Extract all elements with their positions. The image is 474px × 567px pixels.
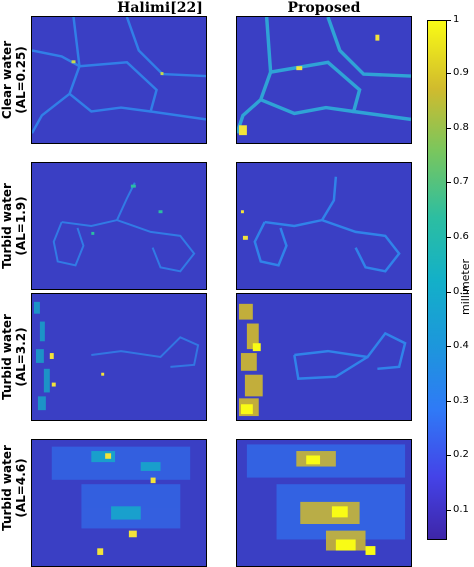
colorbar-tick: [447, 237, 451, 238]
colorbar-tick: [447, 73, 451, 74]
colorbar-tick-label: 0.6: [453, 231, 469, 242]
colorbar-tick-label: 0.1: [453, 504, 469, 515]
colorbar-tick: [447, 128, 451, 129]
colorbar-tick: [447, 20, 451, 21]
panel-halimi-clear: [31, 16, 207, 144]
row-label-clear-water: Clear water (AL=0.25): [0, 40, 28, 120]
colorbar-tick: [447, 346, 451, 347]
colorbar-tick: [447, 292, 451, 293]
colorbar: [427, 20, 447, 540]
row-label-turbid-2: Turbid water (AL=3.2): [0, 314, 28, 400]
column-title-proposed: Proposed: [287, 0, 361, 16]
colorbar-tick-label: 0.5: [453, 286, 469, 297]
panel-proposed-clear: [236, 16, 412, 144]
row-label-turbid-3: Turbid water (AL=4.6): [0, 445, 28, 531]
colorbar-tick: [447, 401, 451, 402]
panel-proposed-turbid-2: [236, 293, 412, 421]
panel-halimi-turbid-1: [31, 162, 207, 290]
row-label-turbid-1: Turbid water (AL=1.9): [0, 183, 28, 269]
colorbar-tick: [447, 510, 451, 511]
colorbar-tick-label: 0.9: [453, 67, 469, 78]
colorbar-tick-label: 1: [453, 14, 460, 25]
panel-proposed-turbid-3: [236, 439, 412, 567]
column-title-halimi: Halimi[22]: [117, 0, 203, 16]
colorbar-tick-label: 0.4: [453, 340, 469, 351]
panel-proposed-turbid-1: [236, 162, 412, 290]
colorbar-tick-label: 0.3: [453, 395, 469, 406]
panel-halimi-turbid-3: [31, 439, 207, 567]
panel-halimi-turbid-2: [31, 293, 207, 421]
colorbar-tick-label: 0.8: [453, 122, 469, 133]
colorbar-tick: [447, 182, 451, 183]
colorbar-tick-label: 0.7: [453, 176, 469, 187]
colorbar-tick-label: 0.2: [453, 449, 469, 460]
colorbar-tick: [447, 455, 451, 456]
